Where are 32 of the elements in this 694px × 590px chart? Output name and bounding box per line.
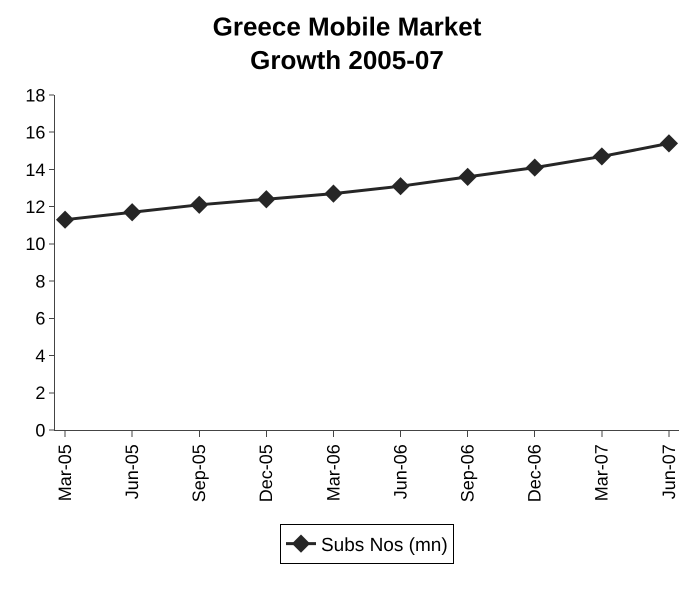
point [660, 134, 678, 152]
y-tick-label: 8 [35, 271, 46, 292]
y-tick-label: 18 [25, 85, 46, 106]
x-tick-label: Jun-06 [390, 444, 410, 500]
x-tick-label: Dec-05 [256, 444, 276, 502]
y-tick-label: 4 [35, 346, 46, 366]
point [123, 203, 142, 222]
point [526, 158, 544, 177]
point [458, 168, 477, 186]
point [391, 177, 410, 196]
x-tick-label: Jun-05 [122, 444, 142, 500]
chart-title: Greece Mobile Market Growth 2005-07 [212, 11, 482, 76]
y-tick-label: 14 [25, 160, 46, 180]
y-tick-label: 16 [25, 122, 46, 143]
x-tick-label: Jun-07 [658, 444, 679, 500]
x-tick-label: Dec-06 [524, 444, 545, 502]
point [592, 147, 611, 166]
y-tick-label: 10 [25, 234, 46, 254]
x-tick-label: Mar-07 [592, 444, 612, 502]
point [56, 210, 74, 229]
x-tick-label: Mar-05 [54, 444, 75, 502]
x-tick-label: Sep-06 [458, 444, 478, 502]
point [324, 184, 343, 203]
y-tick-label: 0 [35, 420, 46, 440]
x-tick-label: Mar-06 [323, 444, 344, 502]
point [190, 196, 208, 214]
x-tick-label: Sep-05 [189, 444, 210, 502]
legend-label: Subs Nos (mn) [321, 535, 448, 556]
y-tick-label: 12 [25, 196, 46, 217]
y-tick-label: 6 [35, 308, 46, 329]
point [257, 190, 276, 208]
y-tick-label: 2 [35, 383, 46, 404]
